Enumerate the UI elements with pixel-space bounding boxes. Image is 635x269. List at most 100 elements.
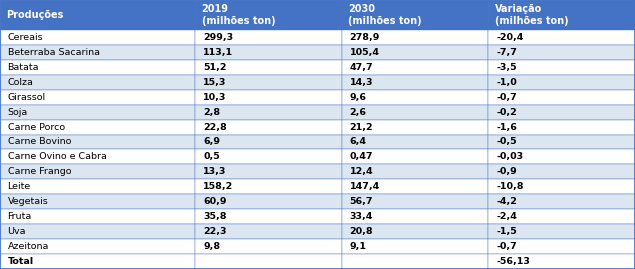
Text: Carne Ovino e Cabra: Carne Ovino e Cabra xyxy=(8,153,107,161)
Bar xyxy=(488,30,635,45)
Text: -1,6: -1,6 xyxy=(496,122,517,132)
Bar xyxy=(0,0,196,30)
Text: Leite: Leite xyxy=(8,182,31,191)
Text: 15,3: 15,3 xyxy=(203,78,227,87)
Bar xyxy=(196,105,342,119)
Bar xyxy=(0,164,196,179)
Bar xyxy=(488,60,635,75)
Bar xyxy=(196,254,342,269)
Bar xyxy=(488,105,635,119)
Text: 113,1: 113,1 xyxy=(203,48,233,57)
Bar xyxy=(488,90,635,105)
Text: Carne Bovino: Carne Bovino xyxy=(8,137,71,147)
Bar xyxy=(196,134,342,150)
Bar xyxy=(0,134,196,150)
Text: -10,8: -10,8 xyxy=(496,182,524,191)
Bar xyxy=(196,75,342,90)
Text: 9,1: 9,1 xyxy=(349,242,366,251)
Bar xyxy=(196,0,342,30)
Bar xyxy=(488,254,635,269)
Bar xyxy=(196,45,342,60)
Bar xyxy=(488,0,635,30)
Bar xyxy=(196,224,342,239)
Bar xyxy=(196,60,342,75)
Text: 105,4: 105,4 xyxy=(349,48,380,57)
Bar xyxy=(0,224,196,239)
Bar xyxy=(0,209,196,224)
Text: 35,8: 35,8 xyxy=(203,212,227,221)
Text: Colza: Colza xyxy=(8,78,34,87)
Bar xyxy=(342,224,488,239)
Text: -20,4: -20,4 xyxy=(496,33,523,42)
Bar xyxy=(0,119,196,134)
Bar xyxy=(0,179,196,194)
Text: Azeitona: Azeitona xyxy=(8,242,49,251)
Bar xyxy=(196,150,342,164)
Bar xyxy=(0,254,196,269)
Bar xyxy=(0,75,196,90)
Bar xyxy=(342,0,488,30)
Bar xyxy=(342,239,488,254)
Bar xyxy=(342,119,488,134)
Bar xyxy=(342,194,488,209)
Text: 22,3: 22,3 xyxy=(203,227,227,236)
Text: Girassol: Girassol xyxy=(8,93,46,102)
Text: 6,4: 6,4 xyxy=(349,137,366,147)
Bar xyxy=(196,30,342,45)
Bar xyxy=(342,30,488,45)
Bar xyxy=(488,134,635,150)
Bar xyxy=(196,164,342,179)
Bar xyxy=(488,239,635,254)
Text: Fruta: Fruta xyxy=(8,212,32,221)
Text: 0,47: 0,47 xyxy=(349,153,373,161)
Bar xyxy=(0,194,196,209)
Bar xyxy=(342,179,488,194)
Text: Carne Frango: Carne Frango xyxy=(8,167,71,176)
Text: 299,3: 299,3 xyxy=(203,33,233,42)
Bar xyxy=(196,119,342,134)
Text: Batata: Batata xyxy=(8,63,39,72)
Text: 33,4: 33,4 xyxy=(349,212,373,221)
Text: -3,5: -3,5 xyxy=(496,63,517,72)
Bar xyxy=(488,45,635,60)
Bar xyxy=(0,90,196,105)
Text: -1,5: -1,5 xyxy=(496,227,517,236)
Bar xyxy=(342,45,488,60)
Text: 2030
(milhões ton): 2030 (milhões ton) xyxy=(348,4,422,26)
Bar xyxy=(342,90,488,105)
Text: 21,2: 21,2 xyxy=(349,122,373,132)
Bar xyxy=(488,224,635,239)
Bar xyxy=(0,150,196,164)
Bar xyxy=(0,60,196,75)
Text: 2,8: 2,8 xyxy=(203,108,220,116)
Bar xyxy=(0,45,196,60)
Text: 56,7: 56,7 xyxy=(349,197,373,206)
Text: Vegetais: Vegetais xyxy=(8,197,48,206)
Bar xyxy=(342,209,488,224)
Bar xyxy=(488,209,635,224)
Text: 2019
(milhões ton): 2019 (milhões ton) xyxy=(202,4,276,26)
Bar xyxy=(0,30,196,45)
Text: Soja: Soja xyxy=(8,108,28,116)
Text: 278,9: 278,9 xyxy=(349,33,380,42)
Bar xyxy=(488,119,635,134)
Bar xyxy=(488,164,635,179)
Text: 9,8: 9,8 xyxy=(203,242,220,251)
Text: 9,6: 9,6 xyxy=(349,93,366,102)
Bar xyxy=(342,134,488,150)
Text: 12,4: 12,4 xyxy=(349,167,373,176)
Text: -0,7: -0,7 xyxy=(496,93,517,102)
Text: -7,7: -7,7 xyxy=(496,48,517,57)
Text: -0,03: -0,03 xyxy=(496,153,523,161)
Bar xyxy=(342,105,488,119)
Bar xyxy=(488,194,635,209)
Bar xyxy=(196,90,342,105)
Bar xyxy=(342,60,488,75)
Text: -1,0: -1,0 xyxy=(496,78,517,87)
Bar xyxy=(342,150,488,164)
Text: -4,2: -4,2 xyxy=(496,197,517,206)
Text: Variação
(milhões ton): Variação (milhões ton) xyxy=(495,4,568,26)
Text: 6,9: 6,9 xyxy=(203,137,220,147)
Bar xyxy=(196,239,342,254)
Text: -2,4: -2,4 xyxy=(496,212,517,221)
